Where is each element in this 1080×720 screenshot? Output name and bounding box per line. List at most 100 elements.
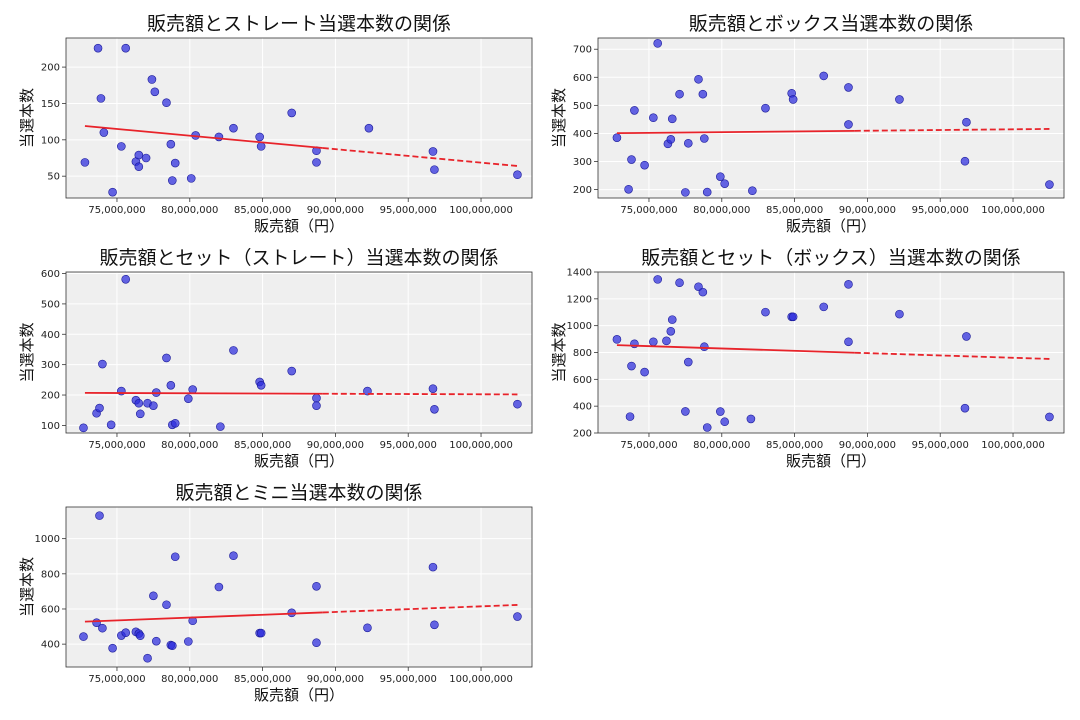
x-tick-label: 80,000,000 <box>693 440 750 451</box>
data-point <box>166 139 176 149</box>
data-point <box>216 422 225 431</box>
data-point <box>141 153 151 163</box>
y-tick-label: 200 <box>41 63 60 74</box>
x-tick-label: 90,000,000 <box>307 440 364 451</box>
data-point <box>168 641 177 651</box>
x-tick-label: 95,000,000 <box>912 205 969 216</box>
data-point <box>681 407 690 416</box>
y-tick-label: 1000 <box>567 321 592 332</box>
data-point <box>962 117 971 127</box>
trend-line-dashed <box>854 351 1050 360</box>
plot-area <box>66 272 532 433</box>
data-point <box>819 71 829 81</box>
data-point <box>748 186 757 196</box>
data-point <box>256 381 266 390</box>
data-point <box>255 132 264 142</box>
data-point <box>683 357 693 367</box>
trend-line-dashed <box>854 128 1050 132</box>
x-axis-label: 販売額（円） <box>786 452 876 470</box>
chart-title: 販売額とミニ当選本数の関係 <box>175 482 422 504</box>
y-tick-label: 300 <box>573 157 592 168</box>
data-point <box>229 123 238 133</box>
x-tick-label: 75,000,000 <box>88 440 145 451</box>
data-point <box>134 398 144 408</box>
data-point <box>287 108 297 118</box>
y-tick-label: 500 <box>41 299 60 310</box>
x-axis-label: 販売額（円） <box>786 217 876 235</box>
data-point <box>702 187 712 197</box>
x-tick-label: 90,000,000 <box>307 674 364 685</box>
data-point <box>108 643 117 653</box>
data-point <box>1045 180 1054 189</box>
data-point <box>106 420 116 430</box>
data-point <box>214 582 224 592</box>
data-point <box>80 158 90 167</box>
data-point <box>147 75 157 84</box>
data-point <box>162 600 171 610</box>
data-point <box>513 399 522 409</box>
plot-frame <box>65 37 533 199</box>
data-point <box>649 337 658 347</box>
data-point <box>95 403 104 413</box>
y-tick-label: 400 <box>41 330 60 341</box>
y-tick-label: 100 <box>41 135 60 146</box>
data-point <box>844 83 853 92</box>
x-tick-label: 85,000,000 <box>234 205 291 216</box>
y-tick-label: 150 <box>41 99 60 110</box>
data-point <box>170 158 180 168</box>
data-point <box>229 551 238 561</box>
data-point <box>844 337 853 347</box>
y-tick-label: 600 <box>41 269 60 280</box>
data-point <box>363 623 372 633</box>
data-point <box>702 423 712 432</box>
y-tick-label: 800 <box>573 348 592 359</box>
data-point <box>108 187 117 197</box>
y-tick-label: 500 <box>573 101 592 112</box>
y-tick-label: 1000 <box>35 534 60 545</box>
data-point <box>188 385 197 394</box>
y-axis-label: 当選本数 <box>18 88 36 148</box>
y-tick-label: 200 <box>573 429 592 440</box>
data-point <box>143 653 152 663</box>
x-tick-label: 80,000,000 <box>693 205 750 216</box>
data-point <box>428 384 438 393</box>
x-tick-label: 95,000,000 <box>380 440 437 451</box>
data-point <box>700 134 709 143</box>
y-axis-label: 当選本数 <box>18 322 36 382</box>
trend-line-dashed <box>322 604 518 614</box>
x-tick-label: 95,000,000 <box>380 205 437 216</box>
x-tick-label: 100,000,000 <box>449 440 513 451</box>
data-point <box>430 165 439 174</box>
y-tick-label: 600 <box>41 604 60 615</box>
y-tick-label: 800 <box>41 569 60 580</box>
data-point <box>640 160 649 170</box>
data-point <box>121 43 131 53</box>
data-point <box>649 113 658 123</box>
data-point <box>653 275 663 284</box>
trend-line <box>84 392 323 395</box>
data-point <box>99 128 109 137</box>
x-tick-label: 75,000,000 <box>88 674 145 685</box>
data-point <box>513 612 522 621</box>
data-point <box>698 287 708 297</box>
data-point <box>149 401 158 410</box>
data-point <box>667 315 677 324</box>
data-point <box>700 342 709 352</box>
y-tick-label: 600 <box>573 375 592 386</box>
data-point <box>166 381 176 390</box>
data-point <box>788 312 798 322</box>
data-point <box>121 274 131 284</box>
data-point <box>844 280 853 289</box>
data-point <box>960 156 970 166</box>
data-point <box>184 394 193 403</box>
data-point <box>93 43 103 53</box>
data-point <box>312 638 321 648</box>
y-tick-label: 1200 <box>567 294 592 305</box>
data-point <box>79 423 88 433</box>
data-point <box>788 95 798 104</box>
data-point <box>95 511 104 520</box>
x-tick-label: 85,000,000 <box>234 674 291 685</box>
chart-title: 販売額とセット（ストレート）当選本数の関係 <box>99 247 498 269</box>
data-point <box>675 89 684 99</box>
data-point <box>666 327 676 336</box>
